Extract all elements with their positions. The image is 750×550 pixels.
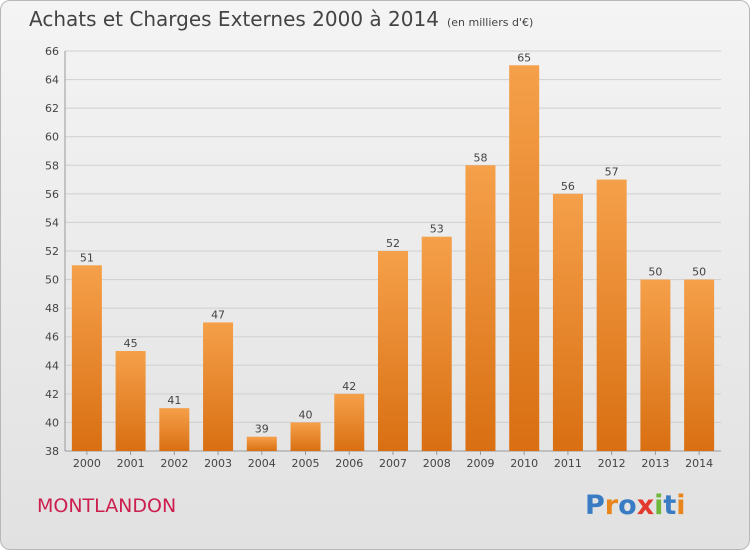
bar [203, 322, 234, 451]
bar [465, 165, 496, 452]
data-label: 51 [80, 251, 94, 264]
chart-title: Achats et Charges Externes 2000 à 2014 (e… [29, 7, 533, 31]
logo-letter: t [663, 490, 677, 521]
data-label: 65 [517, 51, 531, 64]
bar [159, 408, 190, 451]
x-tick-label: 2003 [204, 457, 232, 470]
data-label: 47 [211, 308, 225, 321]
data-label: 40 [299, 408, 313, 421]
y-tick-label: 48 [45, 302, 59, 315]
data-label: 50 [692, 266, 706, 279]
data-label: 56 [561, 180, 575, 193]
bar [552, 193, 583, 451]
y-tick-label: 46 [45, 331, 59, 344]
bar [684, 279, 715, 451]
logo-letter: r [604, 490, 619, 521]
data-label: 58 [473, 151, 487, 164]
y-tick-label: 44 [45, 359, 59, 372]
x-tick-label: 2013 [641, 457, 669, 470]
y-tick-label: 64 [45, 74, 59, 87]
data-labels: 51 45 41 47 39 40 42 52 53 58 65 56 57 50 50 [80, 51, 706, 435]
y-tick-label: 42 [45, 388, 59, 401]
x-tick-label: 2008 [423, 457, 451, 470]
x-tick-label: 2014 [685, 457, 713, 470]
y-tick-label: 38 [45, 445, 59, 458]
x-tick-label: 2004 [248, 457, 276, 470]
y-tick-label: 62 [45, 102, 59, 115]
y-tick-label: 60 [45, 131, 59, 144]
bar [290, 422, 321, 451]
bar [596, 179, 627, 452]
x-tick-label: 2011 [554, 457, 582, 470]
x-tick-label: 2009 [466, 457, 494, 470]
data-label: 50 [648, 266, 662, 279]
bar [71, 265, 102, 451]
logo-letter: i [676, 490, 686, 521]
axes: 38 40 42 44 46 48 50 52 54 56 58 60 62 64 66 2000 2001 20… [45, 45, 721, 470]
y-tick-label: 66 [45, 45, 59, 58]
bar [378, 251, 408, 451]
y-tick-label: 52 [45, 245, 59, 258]
bars [71, 65, 715, 452]
data-label: 52 [386, 237, 400, 250]
logo-letter: o [618, 490, 637, 521]
bar [115, 351, 146, 451]
x-tick-label: 2001 [117, 457, 145, 470]
chart-unit: (en milliers d'€) [446, 16, 534, 29]
bar [421, 236, 452, 451]
data-label: 41 [167, 394, 181, 407]
y-tick-label: 54 [45, 216, 59, 229]
x-tick-label: 2006 [335, 457, 363, 470]
x-tick-label: 2010 [510, 457, 538, 470]
x-tick-label: 2000 [73, 457, 101, 470]
data-label: 39 [255, 423, 269, 436]
x-tick-label: 2012 [598, 457, 626, 470]
city-name: MONTLANDON [37, 495, 177, 517]
y-tick-label: 40 [45, 416, 59, 429]
bar [334, 393, 365, 451]
data-label: 45 [124, 337, 138, 350]
bar [640, 279, 671, 451]
chart-title-text: Achats et Charges Externes 2000 à 2014 [29, 7, 439, 31]
bar [246, 436, 277, 451]
proxiti-logo[interactable]: Proxiti [585, 490, 686, 521]
y-tick-label: 56 [45, 188, 59, 201]
x-tick-label: 2005 [292, 457, 320, 470]
data-label: 57 [605, 166, 619, 179]
x-tick-label: 2007 [379, 457, 407, 470]
x-tick-label: 2002 [160, 457, 188, 470]
data-label: 42 [342, 380, 356, 393]
y-tick-label: 58 [45, 159, 59, 172]
bar [509, 65, 540, 452]
logo-letter: x [636, 490, 655, 521]
y-tick-label: 50 [45, 274, 59, 287]
data-label: 53 [430, 223, 444, 236]
logo-letter: i [654, 490, 664, 521]
logo-letter: P [585, 490, 605, 521]
